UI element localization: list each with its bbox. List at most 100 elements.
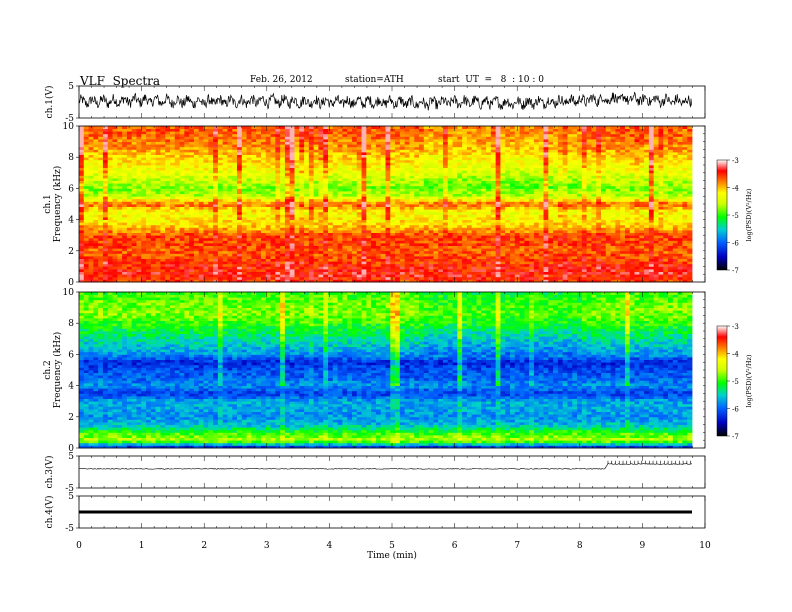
- ch1-spectrogram-cell: [88, 172, 94, 176]
- ch1-spectrogram-cell: [83, 209, 89, 213]
- ch1-spectrogram-cell: [251, 188, 257, 192]
- ch1-spectrogram-cell: [117, 256, 123, 259]
- ch1-spectrogram-cell: [136, 232, 142, 236]
- ch1-spectrogram-cell: [155, 261, 161, 265]
- ch1-spectrogram-cell: [83, 240, 89, 244]
- ch1-spectrogram-cell: [332, 230, 339, 233]
- ch1-spectrogram-cell: [246, 201, 252, 205]
- ch1-spectrogram-cell: [217, 211, 224, 215]
- ch1-spectrogram-cell: [193, 146, 200, 150]
- ch1-spectrogram-cell: [169, 219, 176, 223]
- ch1-spectrogram-cell: [323, 240, 329, 244]
- ch1-spectrogram-cell: [208, 201, 214, 205]
- ch1-spectrogram-cell: [189, 144, 195, 148]
- ch1-spectrogram-cell: [390, 227, 396, 231]
- ch1-spectrogram-cell: [165, 131, 171, 135]
- ch1-spectrogram-cell: [304, 230, 310, 233]
- ch1-spectrogram-cell: [447, 224, 453, 228]
- ch1-spectrogram-cell: [304, 159, 310, 163]
- ch1-spectrogram-cell: [404, 154, 410, 158]
- ch1-spectrogram-cell: [126, 261, 133, 265]
- ch1-spectrogram-cell: [246, 198, 252, 202]
- ch1-spectrogram-cell: [371, 243, 377, 246]
- ch1-spectrogram-cell: [83, 170, 89, 174]
- ch1-spectrogram-cell: [198, 136, 204, 140]
- ch1-spectrogram-cell: [371, 224, 377, 228]
- ch1-spectrogram-cell: [136, 128, 142, 132]
- ch1-spectrogram-cell: [462, 276, 468, 280]
- ch1-spectrogram-cell: [323, 154, 329, 158]
- ch1-spectrogram-cell: [419, 152, 425, 155]
- ch1-spectrogram-cell: [308, 144, 315, 148]
- ch1-spectrogram-cell: [237, 214, 243, 218]
- ch1-spectrogram-cell: [203, 237, 209, 241]
- ch1-spectrogram-cell: [289, 159, 295, 163]
- ch1-spectrogram-cell: [169, 149, 176, 153]
- ch1-spectrogram-cell: [213, 139, 219, 142]
- ch1-spectrogram-cell: [375, 183, 382, 187]
- ch1-spectrogram-cell: [237, 167, 243, 171]
- ch1-spectrogram-cell: [241, 261, 248, 265]
- ch1-spectrogram-cell: [131, 237, 137, 241]
- ch1-spectrogram-cell: [433, 185, 439, 189]
- ch1-spectrogram-cell: [399, 261, 406, 265]
- ch1-spectrogram-cell: [371, 172, 377, 176]
- ch1-spectrogram-cell: [227, 227, 233, 231]
- ch1-spectrogram-cell: [414, 131, 420, 135]
- ch1-spectrogram-cell: [93, 261, 99, 265]
- ch1-spectrogram-cell: [203, 170, 209, 174]
- ch1-spectrogram-cell: [371, 211, 377, 215]
- ch1-spectrogram-cell: [193, 188, 200, 192]
- ch1-spectrogram-cell: [438, 271, 444, 275]
- ch1-spectrogram-cell: [165, 209, 171, 213]
- ch1-spectrogram-cell: [332, 133, 339, 137]
- ch1-spectrogram-cell: [246, 279, 252, 283]
- ch1-spectrogram-cell: [347, 139, 353, 142]
- ch1-spectrogram-cell: [414, 214, 420, 218]
- ch1-spectrogram-cell: [275, 224, 281, 228]
- ch1-spectrogram-cell: [318, 136, 324, 140]
- ch1-spectrogram-cell: [117, 222, 123, 226]
- ch1-spectrogram-cell: [471, 248, 477, 252]
- ch1-spectrogram-cell: [184, 258, 190, 262]
- ch1-spectrogram-cell: [337, 237, 343, 241]
- ch1-spectrogram-cell: [165, 180, 171, 184]
- ch1-spectrogram-cell: [146, 250, 152, 254]
- ch1-spectrogram-cell: [438, 206, 444, 210]
- ch1-spectrogram-cell: [337, 157, 343, 161]
- ch1-spectrogram-cell: [265, 258, 271, 262]
- ch1-spectrogram-cell: [189, 152, 195, 155]
- ch1-spectrogram-cell: [399, 170, 406, 174]
- ch1-spectrogram-cell: [83, 180, 89, 184]
- ch1-spectrogram-cell: [409, 227, 415, 231]
- ch1-spectrogram-cell: [284, 162, 291, 166]
- ch1-spectrogram-cell: [270, 136, 276, 140]
- ch1-spectrogram-cell: [385, 204, 391, 207]
- ch1-spectrogram-cell: [280, 196, 286, 200]
- ch1-spectrogram-cell: [165, 253, 171, 257]
- ch1-spectrogram-cell: [237, 245, 243, 249]
- ch1-spectrogram-cell: [442, 222, 449, 226]
- ch1-spectrogram-cell: [150, 240, 157, 244]
- ch1-spectrogram-cell: [457, 201, 463, 205]
- ch1-spectrogram-cell: [351, 261, 358, 265]
- ch1-spectrogram-cell: [328, 214, 334, 218]
- ch1-spectrogram-cell: [174, 144, 180, 148]
- ch1-spectrogram-cell: [380, 159, 386, 163]
- ch1-spectrogram-cell: [323, 222, 329, 226]
- ch1-spectrogram-cell: [380, 204, 386, 207]
- ch1-spectrogram-cell: [442, 193, 449, 197]
- ch1-spectrogram-cell: [471, 159, 477, 163]
- ch1-spectrogram-cell: [390, 167, 396, 171]
- ch1-spectrogram-cell: [294, 144, 300, 148]
- ch1-spectrogram-cell: [280, 240, 286, 244]
- ch1-spectrogram-cell: [409, 185, 415, 189]
- ch1-spectrogram-cell: [375, 196, 382, 200]
- ch1-spectrogram-cell: [399, 214, 406, 218]
- ch1-spectrogram-cell: [284, 269, 291, 272]
- ch1-spectrogram-cell: [184, 245, 190, 249]
- ch1-spectrogram-cell: [366, 146, 372, 150]
- ch1-spectrogram-cell: [208, 152, 214, 155]
- ch1-spectrogram-cell: [88, 162, 94, 166]
- ch1-spectrogram-cell: [131, 276, 137, 280]
